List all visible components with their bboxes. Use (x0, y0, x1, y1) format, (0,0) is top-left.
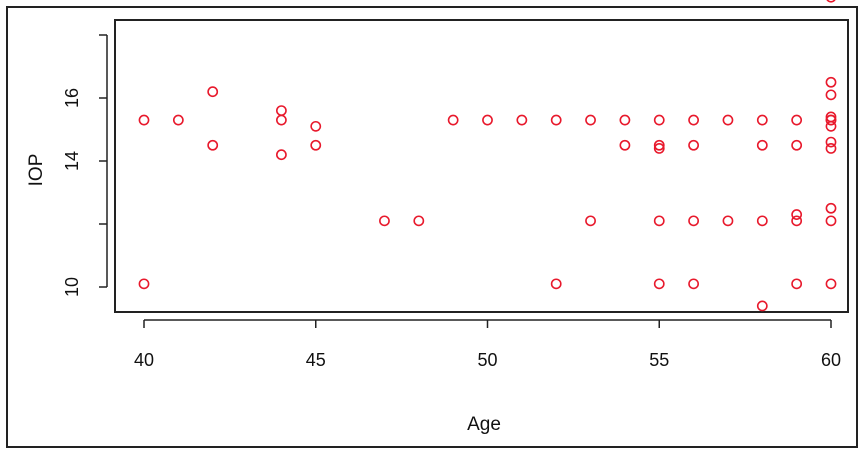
data-point (825, 114, 837, 126)
x-tick-label: 45 (306, 350, 326, 370)
data-point (138, 278, 150, 290)
data-point (688, 114, 699, 126)
data-points (138, 0, 837, 312)
data-point (310, 120, 322, 132)
data-point (688, 215, 699, 227)
data-point (585, 215, 596, 227)
data-point (825, 76, 837, 88)
data-point (825, 278, 837, 290)
x-tick-label: 55 (649, 350, 669, 370)
data-point (791, 209, 803, 220)
x-axis: 40 45 50 55 60 (134, 319, 841, 370)
plot-box (114, 19, 849, 313)
data-point (756, 114, 768, 126)
data-point (653, 114, 665, 126)
data-point (825, 142, 837, 154)
data-point (619, 114, 631, 126)
data-point (825, 136, 837, 148)
data-point (688, 139, 699, 151)
data-point (825, 202, 837, 214)
data-point (826, 0, 836, 3)
data-point (207, 86, 219, 98)
data-point (207, 139, 219, 151)
data-point (379, 215, 390, 227)
y-tick-label: 10 (62, 277, 82, 297)
data-point (619, 139, 631, 151)
data-point (275, 149, 287, 161)
data-point (825, 215, 837, 227)
data-point (791, 114, 803, 126)
data-point (516, 114, 528, 126)
data-point (172, 114, 184, 126)
x-axis-label: Age (467, 414, 501, 435)
data-point (791, 215, 803, 227)
x-tick-label: 50 (477, 350, 497, 370)
data-point (653, 278, 665, 290)
data-point (825, 120, 837, 132)
data-point (310, 139, 322, 151)
chart-frame (6, 6, 858, 448)
data-point (653, 215, 665, 227)
data-point (550, 114, 562, 126)
data-point (722, 114, 734, 126)
data-point (138, 114, 150, 126)
data-point (756, 215, 768, 227)
y-axis: 10 14 16 (62, 34, 108, 297)
data-point (275, 105, 287, 116)
x-tick-label: 60 (821, 350, 841, 370)
data-point (413, 215, 425, 227)
data-point (722, 215, 734, 227)
data-point (756, 139, 768, 151)
data-point (653, 139, 665, 151)
data-point (825, 89, 837, 101)
data-point (791, 139, 803, 151)
data-point (550, 278, 562, 290)
data-point (585, 114, 596, 126)
x-tick-label: 40 (134, 350, 154, 370)
y-tick-label: 14 (62, 151, 82, 171)
y-axis-label: IOP (26, 154, 47, 187)
y-tick-label: 16 (62, 88, 82, 108)
data-point (756, 300, 768, 312)
data-point (482, 114, 493, 126)
data-point (275, 114, 287, 126)
data-point (791, 278, 803, 290)
data-point (447, 114, 459, 126)
data-point (653, 142, 665, 154)
data-point (688, 278, 699, 290)
